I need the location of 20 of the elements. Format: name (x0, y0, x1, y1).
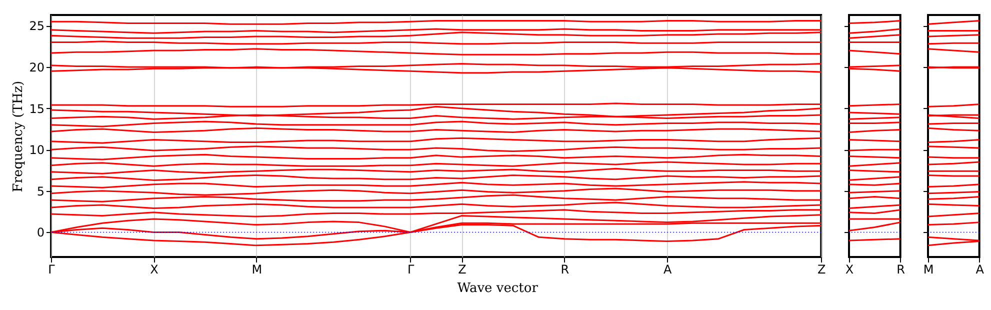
y-tick-label: 0 (36, 226, 44, 240)
x-tick-label: Z (817, 262, 826, 276)
x-tick-label: A (976, 262, 985, 276)
y-tick-label: 10 (29, 143, 44, 158)
y-axis-title: Frequency (THz) (11, 80, 26, 192)
y-tick-label: 15 (29, 102, 44, 116)
x-tick-label: R (896, 262, 906, 276)
x-tick-label: R (560, 262, 570, 276)
x-tick-label: M (923, 262, 934, 276)
x-tick-label: Γ (408, 262, 415, 276)
x-tick-label: Z (458, 262, 466, 276)
x-tick-label: M (252, 262, 262, 276)
x-tick-label: X (150, 262, 158, 276)
x-tick-label: X (845, 262, 854, 276)
y-tick-label: 20 (29, 60, 44, 75)
x-axis-title: Wave vector (457, 281, 539, 296)
x-tick-label: Γ (48, 262, 56, 276)
x-tick-label: A (663, 262, 672, 276)
y-tick-label: 25 (29, 19, 44, 34)
y-tick-label: 5 (36, 184, 44, 198)
